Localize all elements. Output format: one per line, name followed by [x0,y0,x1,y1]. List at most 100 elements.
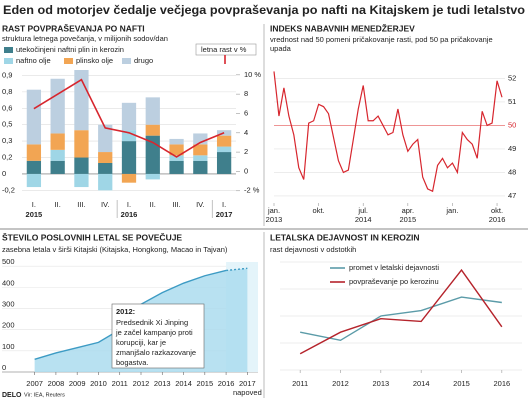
y-tick-label: 100 [2,342,15,351]
y2-tick-label: 6 [244,108,248,117]
x-tick-label: 2014 [413,379,430,388]
panel-subtitle: struktura letnega povečanja, v milijonih… [2,34,168,43]
legend-swatch [122,58,131,64]
series-line [300,296,502,342]
bar-segment [50,78,65,134]
headline: Eden od motorjev čedalje večjega povpraš… [3,3,525,17]
x-tick-label: 2009 [69,379,86,388]
legend-box [195,43,257,56]
x-tick-label: 2017 [239,379,256,388]
y-tick-label: 0,3 [2,136,12,145]
x-tick-label: okt. [491,206,503,215]
panel-subtitle: rast dejavnosti v odstotkih [270,245,356,254]
panel-title: ŠTEVILO POSLOVNIH LETAL SE POVEČUJE [2,231,182,242]
bar-segment [121,130,137,142]
x-tick-label: 2012 [133,379,150,388]
growth-line [33,78,225,158]
year-label: 2015 [26,210,43,219]
y-tick-label: 0,2 [2,153,12,162]
y-tick-label: 52 [508,73,516,82]
legend-label: drugo [134,56,153,65]
bar-segment [98,162,113,174]
annotation-text: bogastva. [116,358,149,367]
x-tick-label: 2013 [372,379,389,388]
y-tick-label: 0 [2,363,6,372]
x-tick-label: II. [55,200,61,209]
y-tick-label: 48 [508,167,516,176]
x-tick-label: IV. [196,200,204,209]
bar-segment [50,133,65,150]
y2-tick-label: 10 % [244,70,261,79]
x-tick-year: 2013 [266,215,283,224]
pmi-line [273,71,503,193]
y2-tick-label: 4 [244,128,248,137]
x-tick-label: IV. [101,200,109,209]
y-tick-label: 0,5 [2,120,12,129]
bar-segment [98,124,113,153]
annotation-text: Predsednik Xi Jinping [116,318,188,327]
bar-segment [26,160,42,174]
legend-label: utekočinjeni naftni plin in kerozin [16,45,124,54]
bar-segment [74,157,89,174]
bar-segment [193,160,208,174]
x-tick-year: 2015 [399,215,416,224]
y-tick-label: 0 [2,169,6,178]
bar-segment [169,138,184,145]
y2-tick-label: 0 [244,166,248,175]
legend-label: povpraševanje po kerozinu [349,277,439,286]
x-tick-label: okt. [313,206,325,215]
x-tick-label: 2016 [493,379,510,388]
bar-segment [216,146,232,153]
x-tick-year: 2014 [355,215,372,224]
panel-title: INDEKS NABAVNIH MENEDŽERJEV [270,22,415,33]
bar-segment [26,89,42,145]
bar-segment [121,141,137,174]
source: Vir: IEA, Reuters [24,392,65,398]
y-tick-label: 400 [2,278,15,287]
bar-segment [145,124,160,136]
bar-segment [74,173,89,188]
bar-segment [121,102,137,131]
bar-segment [74,130,89,158]
y-tick-label: 300 [2,300,15,309]
year-label: 2016 [121,210,138,219]
panel-subtitle: vrednost nad 50 pomeni pričakovanje rast… [270,35,493,44]
legend-swatch [4,58,13,64]
bar-segment [216,152,232,174]
x-tick-label: I. [32,200,36,209]
bar-segment [145,173,160,180]
x-tick-label: I. [222,200,226,209]
x-tick-label: 2015 [196,379,213,388]
x-tick-label: jul. [357,206,368,215]
x-tick-label: 2010 [90,379,107,388]
y-tick-label: 50 [508,120,516,129]
annotation-text: korupciji, kar je [116,338,166,347]
y-tick-label: 49 [508,144,516,153]
panel-subtitle: upada [270,44,292,53]
year-label: 2017 [216,210,233,219]
legend-label: plinsko olje [76,56,113,65]
y-tick-label: 0,9 [2,70,12,79]
y2-tick-label: 8 [244,89,248,98]
x-tick-label: 2016 [218,379,235,388]
bar-segment [216,135,232,147]
y2-tick-label: 2 [244,147,248,156]
bar-segment [26,144,42,161]
legend-label: naftno olje [16,56,51,65]
annotation-text: je začel kampanjo proti [115,328,193,337]
y-tick-label: 0,8 [2,87,12,96]
bar-segment [50,160,65,174]
source-brand: DELO [2,392,22,399]
legend-swatch [4,47,13,53]
y-tick-label: 51 [508,97,516,106]
bar-segment [169,144,184,156]
x-tick-label: apr. [402,206,415,215]
bar-segment [50,149,65,161]
bar-segment [26,173,42,188]
bar-segment [169,160,184,174]
bar-segment [121,173,137,183]
annotation-title: 2012: [116,307,135,316]
annotation-text: zmanjšalo razkazovanje [116,348,196,357]
forecast-line [226,267,248,272]
